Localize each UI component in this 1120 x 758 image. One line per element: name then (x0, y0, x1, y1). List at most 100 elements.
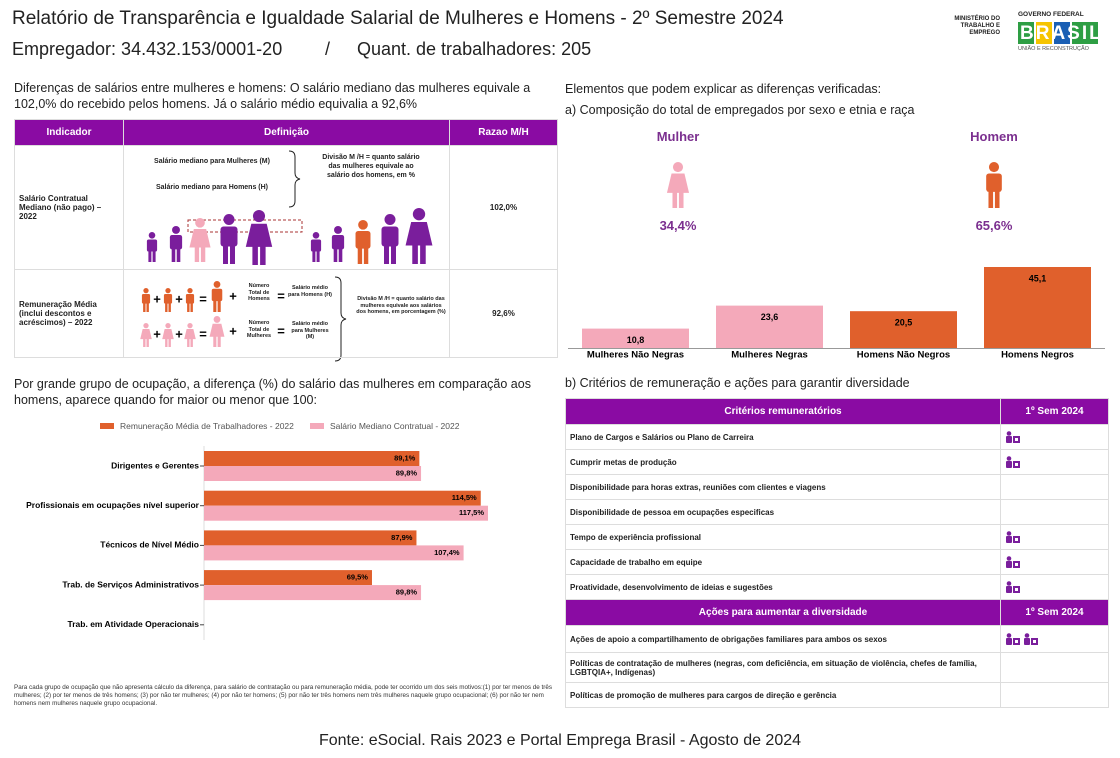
bar (204, 505, 488, 521)
icon-window (1015, 588, 1018, 591)
person-leg (994, 190, 1000, 208)
logo-block (1036, 22, 1052, 44)
icon-cell (1000, 499, 1109, 525)
workers: Quant. de trabalhadores: 205 (357, 39, 592, 59)
value-label: 23,6 (761, 312, 779, 322)
value-label: 89,1% (394, 453, 416, 462)
person-leg (678, 190, 684, 208)
diversity-heading: b) Critérios de remuneração e ações para… (565, 376, 910, 390)
bar (204, 530, 417, 546)
bar (204, 570, 372, 586)
icon-cell (1000, 449, 1109, 475)
icon-window (1015, 463, 1018, 466)
header-row: Critérios remuneratórios 1º Sem 2024 (565, 398, 1109, 425)
icon-cell (1000, 682, 1109, 708)
category-label: Profissionais em ocupações nível superio… (26, 500, 200, 510)
criteria-table: Critérios remuneratórios 1º Sem 2024 Plano… (565, 398, 1109, 600)
icon-head (1006, 531, 1012, 536)
check-icon (1006, 556, 1020, 568)
check-icon (1024, 633, 1038, 645)
criterion-label: Capacidade de trabalho em equipe (565, 549, 1001, 575)
check-icon (1006, 531, 1020, 543)
definition: Salário mediano para Mulheres (M) (154, 158, 270, 165)
icon-cell (1000, 625, 1109, 653)
table-row: Disponibilidade de pessoa em ocupações e… (565, 499, 1109, 525)
header-cell: 1º Sem 2024 (1000, 599, 1109, 626)
definition-cell (123, 269, 450, 358)
icon-body (1006, 638, 1012, 645)
bar (204, 585, 422, 601)
slogan: UNIÃO E RECONSTRUÇÃO (1018, 46, 1089, 52)
woman-share: 34,4% (659, 218, 697, 233)
person-leg (672, 190, 678, 208)
value-label: 89,8% (396, 468, 418, 477)
icon-head (1006, 556, 1012, 561)
definition-cell (123, 145, 450, 270)
category-label: Homens Negros (1001, 350, 1074, 361)
logo-block (1054, 22, 1070, 44)
category-label: Trab. de Serviços Administrativos (62, 579, 199, 589)
icon-body (1006, 461, 1012, 468)
criterion-label: Disponibilidade de pessoa em ocupações e… (565, 499, 1001, 525)
table-row: Plano de Cargos e Salários ou Plano de C… (565, 424, 1109, 450)
government-logo: GOVERNO FEDERAL (1018, 11, 1084, 18)
icon-cell (1000, 424, 1109, 450)
icon-window (1015, 438, 1018, 441)
note: Divisão M /H = quanto salário das mulher… (322, 154, 420, 179)
category-label: Homens Não Negros (857, 350, 950, 361)
footnote: Para cada grupo de ocupação que não apre… (14, 684, 552, 707)
logo-block (1018, 22, 1034, 44)
value-label: 87,9% (391, 533, 413, 542)
icon-head (1006, 456, 1012, 461)
title: Relatório de Transparência e Igualdade S… (12, 8, 784, 29)
table-row: Políticas de contratação de mulheres (ne… (565, 652, 1109, 683)
ministry-logo: MINISTÉRIO DO TRABALHO E EMPREGO (954, 16, 1000, 36)
icon-window (1015, 538, 1018, 541)
check-icon (1006, 581, 1020, 593)
criterion-label: Tempo de experiência profissional (565, 524, 1001, 550)
legend-label: Salário Mediano Contratual - 2022 (330, 421, 460, 431)
person-body (986, 173, 1002, 192)
employer: Empregador: 34.432.153/0001-20 (12, 39, 283, 59)
man-label: Homem (970, 129, 1018, 144)
icon-head (1006, 431, 1012, 436)
definition: Número Total de Homens (248, 283, 270, 302)
footer: Fonte: eSocial. Rais 2023 e Portal Empre… (318, 732, 802, 749)
person-head (672, 162, 684, 173)
intro: Diferenças de salários entre mulheres e … (14, 81, 531, 111)
icon-head (1006, 633, 1012, 638)
separator: / (325, 39, 331, 59)
table-row: Disponibilidade para horas extras, reuni… (565, 474, 1109, 500)
icon-cell (1000, 549, 1109, 575)
criterion-label: Disponibilidade para horas extras, reuni… (565, 474, 1001, 500)
person-head (988, 162, 1000, 173)
icon-body (1006, 536, 1012, 543)
legend-label: Remuneração Média de Trabalhadores - 202… (120, 421, 294, 431)
check-icon (1006, 633, 1020, 645)
icon-cell (1000, 652, 1109, 683)
composition-subheading: a) Composição do total de empregados por… (565, 103, 915, 117)
definition: Número Total de Mulheres (246, 320, 272, 339)
definition: Salário mediano para Homens (H) (155, 184, 269, 191)
criterion-label: Ações de apoio a compartilhamento de obr… (565, 625, 1001, 653)
man-share: 65,6% (975, 218, 1013, 233)
brand-logo: BRASIL (1020, 23, 1103, 44)
table-row: Políticas de promoção de mulheres para c… (565, 682, 1109, 708)
bar (984, 267, 1091, 348)
category-label: Mulheres Negras (731, 350, 808, 361)
criterion-label: Cumprir metas de produção (565, 449, 1001, 475)
icon-cell (1000, 474, 1109, 500)
icon-cell (1000, 574, 1109, 600)
person-body (666, 173, 690, 193)
icon-body (1006, 586, 1012, 593)
icon-body (1006, 561, 1012, 568)
woman-label: Mulher (656, 129, 700, 144)
legend-swatch (310, 423, 324, 429)
value-label: 117,5% (459, 508, 484, 517)
indicator-table: Indicador Definição Razao M/H Salário Cont… (14, 119, 558, 358)
icon-window (1015, 640, 1018, 643)
bar (850, 311, 957, 348)
definition: Salário médio para Mulheres (M) (291, 321, 329, 340)
header-cell: Ações para aumentar a diversidade (565, 599, 1001, 626)
